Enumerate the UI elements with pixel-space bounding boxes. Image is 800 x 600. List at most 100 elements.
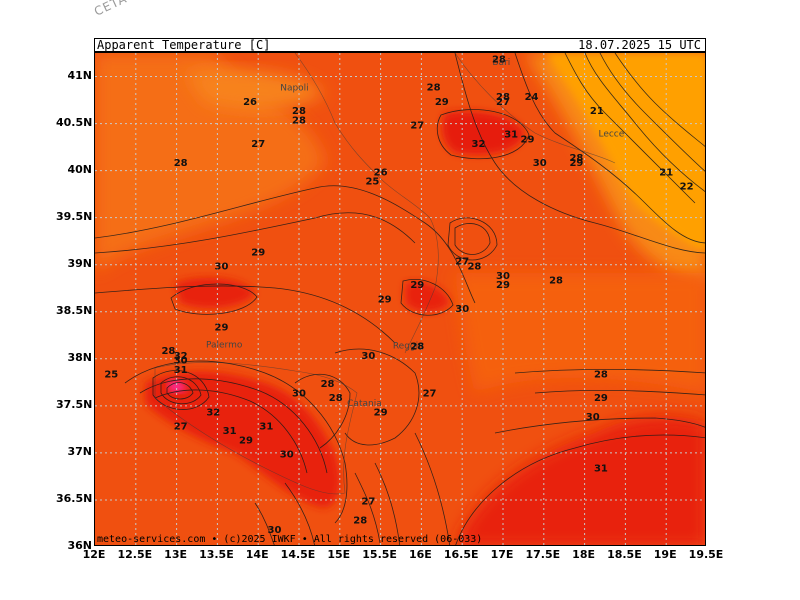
city-label: Lecce (598, 130, 624, 140)
city-label: Reggio (393, 341, 424, 351)
contour-label: 30 (215, 261, 229, 272)
contour-label: 22 (680, 181, 694, 192)
lon-tick-label: 18E (572, 548, 595, 561)
lon-tick-label: 17E (490, 548, 514, 561)
lon-tick-label: 18.5E (607, 548, 642, 561)
contour-label: 30 (174, 356, 188, 367)
field-hot-calabria (405, 281, 450, 312)
contour-label: 27 (251, 139, 265, 150)
city-label: Catania (347, 399, 382, 409)
lat-tick-label: 40N (67, 162, 92, 176)
lon-tick-label: 14E (245, 548, 269, 561)
lon-tick-label: 14.5E (280, 548, 316, 561)
lon-tick-label: 17.5E (525, 548, 561, 561)
contour-label: 26 (243, 97, 257, 108)
lat-tick-label: 38N (67, 350, 92, 364)
coastlines (154, 53, 616, 495)
contour-label: 25 (365, 177, 379, 188)
contour-label: 28 (174, 158, 188, 169)
lon-tick-label: 16.5E (443, 548, 479, 561)
contour-label: 29 (496, 280, 510, 291)
lon-tick-label: 15.5E (362, 548, 397, 561)
contour-label: 28 (467, 261, 481, 272)
contour-label: 28 (292, 106, 306, 117)
lat-tick-label: 41N (67, 68, 92, 82)
lon-tick-label: 19.5E (688, 548, 724, 561)
contour-label: 28 (496, 92, 510, 103)
lon-tick-label: 15E (327, 548, 351, 561)
contour-label: 30 (455, 304, 469, 315)
contour-label: 30 (586, 412, 600, 423)
contour-label: 31 (504, 130, 518, 141)
contour-label: 21 (590, 106, 604, 117)
lon-tick-label: 13E (164, 548, 187, 561)
contour-label: 28 (292, 116, 306, 127)
contour-label: 30 (280, 450, 294, 461)
contour-label: 27 (455, 257, 469, 268)
contour-label: 28 (329, 393, 343, 404)
contour-label: 32 (472, 139, 486, 150)
contour-label: 31 (259, 421, 273, 432)
contour-label: 31 (223, 426, 237, 437)
contour-label: 29 (435, 97, 449, 108)
contour-label: 32 (206, 407, 220, 418)
lon-tick-label: 13.5E (199, 548, 234, 561)
contour-label: 29 (521, 134, 535, 145)
contour-label: 28 (161, 346, 175, 357)
contour-label: 28 (427, 83, 441, 94)
contour-label: 30 (268, 525, 282, 536)
field-hot-puglia (442, 111, 525, 155)
contour-label: 27 (423, 388, 437, 399)
lat-tick-label: 40.5N (56, 115, 93, 129)
field-ionian (455, 273, 705, 393)
contour-label: 29 (251, 247, 265, 258)
contour-label: 30 (533, 158, 547, 169)
contour-label: 24 (525, 92, 539, 103)
lon-tick-label: 12E (82, 548, 106, 561)
lat-tick-label: 39.5N (56, 209, 93, 223)
contour-label: 25 (104, 370, 118, 381)
city-label: Palermo (206, 341, 243, 351)
contour-label: 31 (174, 365, 188, 376)
lat-tick-label: 39N (67, 256, 92, 270)
contour-label: 29 (215, 323, 229, 334)
contour-label: 26 (374, 167, 388, 178)
contour-label: 29 (594, 393, 608, 404)
lat-tick-label: 36N (67, 539, 92, 552)
contour-label: 28 (492, 54, 506, 65)
lat-tick-label: 38.5N (56, 303, 93, 317)
copyright-footer: meteo-services.com • (c)2025 IWKF • All … (97, 534, 483, 545)
lon-tick-label: 16E (408, 548, 432, 561)
contour-label: 28 (410, 341, 424, 352)
contour-label: 30 (361, 351, 375, 362)
city-labels: Napoli Bari Lecce Palermo Catania Reggio (206, 58, 625, 409)
lat-tick-label: 36.5N (56, 491, 93, 505)
contour-label: 32 (174, 351, 188, 362)
contour-label: 31 (594, 464, 608, 475)
variable-title: Apparent_Temperature_[C] (97, 38, 271, 52)
contour-label: 28 (353, 515, 367, 526)
contour-label: 28 (569, 153, 583, 164)
contour-label: 29 (569, 158, 583, 169)
contour-label: 29 (374, 407, 388, 418)
field-coolest-east (545, 53, 705, 253)
weather-map[interactable]: Napoli Bari Lecce Palermo Catania Reggio 26 27… (94, 52, 706, 546)
model-tag: CETA – m (92, 0, 156, 19)
lon-tick-label: 19E (653, 548, 677, 561)
lat-tick-label: 37.5N (56, 397, 93, 411)
contour-label: 21 (659, 167, 673, 178)
field-cool-napoli (185, 69, 325, 110)
contour-label: 27 (410, 120, 424, 131)
city-label: Bari (492, 58, 510, 68)
contour-label: 28 (549, 276, 563, 287)
contour-label: 29 (378, 294, 392, 305)
contour-label: 30 (496, 271, 510, 282)
isolines (95, 53, 705, 545)
contour-label: 29 (239, 435, 253, 446)
city-label: Napoli (280, 84, 308, 94)
field-hot-south (455, 416, 705, 545)
contour-label: 29 (410, 280, 424, 291)
lat-tick-label: 37N (67, 444, 92, 458)
contour-label: 27 (174, 421, 188, 432)
